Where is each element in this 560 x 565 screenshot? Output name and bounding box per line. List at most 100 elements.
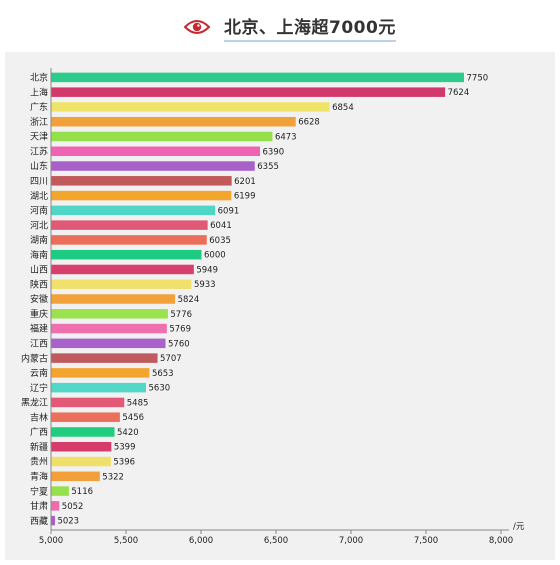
category-label: 辽宁 xyxy=(30,382,48,394)
value-label: 5760 xyxy=(168,339,190,349)
value-label: 5399 xyxy=(114,443,136,453)
bar xyxy=(51,412,120,422)
category-label: 陕西 xyxy=(30,278,48,290)
category-label: 云南 xyxy=(30,367,48,379)
bar xyxy=(51,368,150,378)
category-label: 山西 xyxy=(30,265,48,276)
value-label: 5396 xyxy=(113,458,135,468)
bar xyxy=(51,382,146,393)
value-label: 5949 xyxy=(196,265,218,275)
value-label: 6628 xyxy=(298,118,320,128)
x-tick-label: 7,000 xyxy=(339,536,363,546)
bar xyxy=(51,338,166,349)
bar xyxy=(51,515,55,526)
category-label: 湖北 xyxy=(30,191,48,202)
bar xyxy=(51,116,296,127)
value-label: 5116 xyxy=(71,487,93,497)
bar xyxy=(51,486,69,496)
value-label: 5052 xyxy=(62,502,84,512)
category-label: 甘肃 xyxy=(30,500,48,512)
category-label: 广西 xyxy=(30,426,48,438)
value-label: 5420 xyxy=(117,428,139,438)
value-label: 5933 xyxy=(194,280,216,290)
value-label: 7624 xyxy=(448,88,470,98)
title-wrap: 北京、上海超7000元 xyxy=(184,13,396,42)
category-label: 上海 xyxy=(30,86,48,98)
category-label: 广东 xyxy=(30,101,48,113)
x-axis-unit-label: /元 xyxy=(513,522,525,532)
bar xyxy=(51,309,168,319)
bar xyxy=(51,190,232,201)
bar xyxy=(51,102,330,112)
x-tick-label: 5,500 xyxy=(114,536,138,546)
bar xyxy=(51,146,260,157)
value-label: 5322 xyxy=(102,472,124,482)
eye-icon xyxy=(184,20,210,34)
category-label: 天津 xyxy=(30,132,48,143)
value-label: 6091 xyxy=(218,206,240,216)
x-tick-label: 6,000 xyxy=(189,536,213,546)
bar xyxy=(51,235,207,245)
value-label: 6199 xyxy=(234,192,256,202)
bar xyxy=(51,131,273,142)
category-label: 江西 xyxy=(30,339,48,350)
bar xyxy=(51,501,60,511)
category-label: 山东 xyxy=(30,160,48,172)
bar xyxy=(51,427,115,437)
value-label: 6041 xyxy=(210,221,232,231)
category-label: 内蒙古 xyxy=(21,352,48,364)
category-label: 青海 xyxy=(30,470,48,482)
value-label: 5023 xyxy=(57,517,79,527)
category-label: 北京 xyxy=(30,72,48,84)
x-tick-label: 7,500 xyxy=(414,536,438,546)
bar xyxy=(51,397,125,408)
category-label: 江苏 xyxy=(30,145,48,157)
value-label: 6355 xyxy=(257,162,279,172)
category-label: 四川 xyxy=(30,177,48,187)
value-label: 6854 xyxy=(332,103,354,113)
bar xyxy=(51,249,202,260)
x-tick-label: 5,000 xyxy=(39,536,63,546)
value-label: 5824 xyxy=(178,295,200,305)
bar xyxy=(51,161,255,171)
category-label: 海南 xyxy=(30,249,48,261)
category-label: 西藏 xyxy=(30,515,48,527)
bar xyxy=(51,353,158,363)
value-label: 6390 xyxy=(263,147,285,157)
category-label: 贵州 xyxy=(30,456,48,468)
bar xyxy=(51,264,194,275)
value-label: 5653 xyxy=(152,369,174,379)
category-label: 新疆 xyxy=(30,441,48,453)
bar xyxy=(51,471,100,482)
x-tick-label: 8,000 xyxy=(489,536,513,546)
category-label: 黑龙江 xyxy=(21,397,48,409)
value-label: 5769 xyxy=(169,325,191,335)
category-label: 吉林 xyxy=(30,411,48,423)
bar xyxy=(51,72,464,83)
page-title: 北京、上海超7000元 xyxy=(224,13,396,42)
value-label: 5456 xyxy=(122,413,144,423)
category-label: 浙江 xyxy=(30,116,48,128)
value-label: 5707 xyxy=(160,354,182,364)
bar xyxy=(51,87,446,97)
value-label: 5485 xyxy=(127,398,149,408)
bar xyxy=(51,323,167,334)
value-label: 6201 xyxy=(234,177,256,187)
category-label: 重庆 xyxy=(30,308,48,320)
value-label: 5776 xyxy=(170,310,192,320)
category-label: 福建 xyxy=(30,323,48,335)
value-label: 6000 xyxy=(204,251,226,261)
value-label: 5630 xyxy=(149,384,171,394)
value-label: 6035 xyxy=(209,236,231,246)
bar xyxy=(51,176,232,186)
category-label: 河南 xyxy=(30,205,48,217)
category-label: 河北 xyxy=(30,219,48,231)
header: 北京、上海超7000元 xyxy=(0,0,560,46)
bar xyxy=(51,456,111,467)
category-label: 湖南 xyxy=(30,234,48,246)
bar xyxy=(51,205,216,216)
x-tick-label: 6,500 xyxy=(264,536,288,546)
category-label: 安徽 xyxy=(30,293,48,305)
category-label: 宁夏 xyxy=(30,485,48,497)
